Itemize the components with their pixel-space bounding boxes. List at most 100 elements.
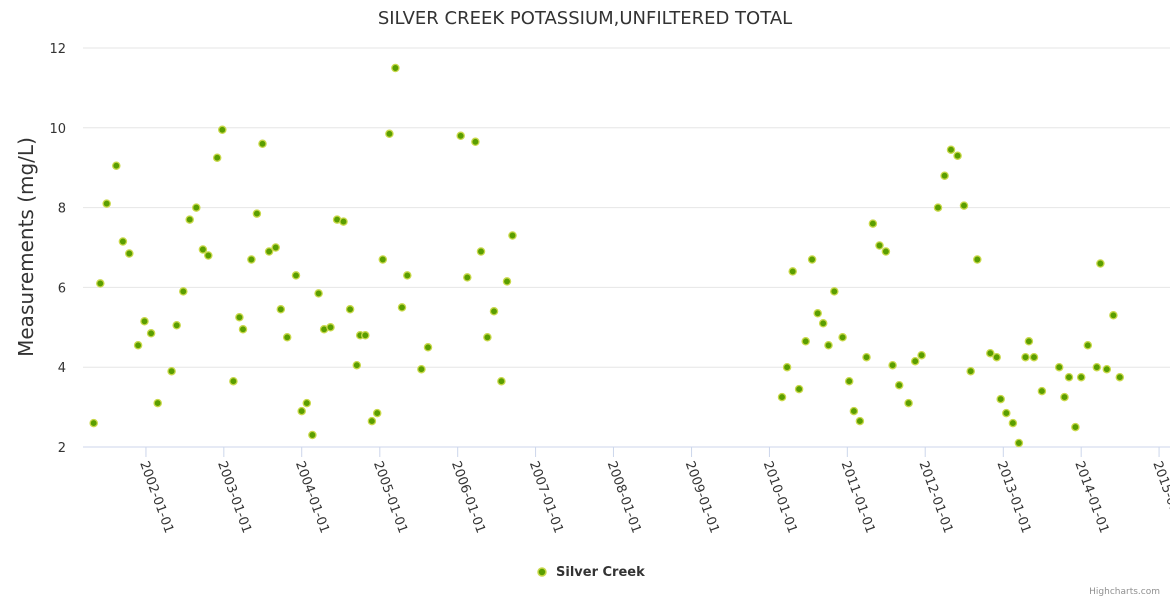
data-point[interactable] [372, 408, 382, 418]
data-point[interactable] [204, 251, 213, 260]
data-point[interactable] [417, 364, 426, 374]
data-point[interactable] [235, 313, 244, 322]
data-point[interactable] [1109, 311, 1118, 320]
data-point[interactable] [1092, 362, 1102, 372]
data-point[interactable] [946, 145, 956, 154]
data-point[interactable] [1102, 364, 1112, 374]
data-point[interactable] [992, 352, 1001, 362]
data-point[interactable] [96, 279, 105, 288]
data-point[interactable] [345, 305, 355, 314]
data-point[interactable] [1014, 438, 1024, 448]
data-point[interactable] [212, 153, 222, 162]
data-point[interactable] [308, 430, 317, 440]
data-point[interactable] [855, 416, 865, 426]
data-point[interactable] [361, 331, 370, 340]
data-point[interactable] [456, 131, 465, 141]
data-point[interactable] [1076, 372, 1086, 382]
data-point[interactable] [940, 171, 949, 180]
data-point[interactable] [185, 215, 194, 224]
data-point[interactable] [1115, 372, 1125, 382]
data-point[interactable] [502, 277, 512, 286]
data-point[interactable] [112, 161, 121, 170]
data-point[interactable] [403, 271, 412, 280]
data-point[interactable] [179, 287, 188, 296]
data-point[interactable] [1083, 341, 1093, 350]
data-point[interactable] [276, 305, 286, 314]
data-point[interactable] [238, 325, 248, 334]
data-point[interactable] [917, 350, 926, 360]
data-point[interactable] [489, 307, 499, 316]
data-point[interactable] [953, 151, 962, 160]
data-point[interactable] [1021, 352, 1030, 362]
data-point[interactable] [1054, 362, 1064, 372]
legend-item-silver-creek[interactable]: Silver Creek [556, 565, 645, 580]
data-point[interactable] [192, 203, 201, 212]
data-point[interactable] [471, 137, 480, 147]
data-point[interactable] [118, 237, 128, 246]
data-point[interactable] [258, 139, 267, 149]
data-point[interactable] [844, 376, 854, 386]
data-point[interactable] [397, 303, 407, 312]
data-point[interactable] [297, 406, 306, 416]
data-point[interactable] [1029, 352, 1039, 362]
data-point[interactable] [824, 341, 833, 350]
data-point[interactable] [378, 255, 388, 264]
data-point[interactable] [862, 352, 871, 362]
data-point[interactable] [282, 333, 292, 342]
data-point[interactable] [167, 366, 176, 376]
data-point[interactable] [314, 289, 323, 298]
data-point[interactable] [966, 366, 975, 376]
data-point[interactable] [1008, 418, 1018, 428]
data-point[interactable] [133, 341, 143, 350]
data-point[interactable] [264, 247, 274, 256]
data-point[interactable] [497, 376, 506, 386]
data-point[interactable] [198, 245, 208, 254]
data-point[interactable] [838, 333, 847, 342]
data-point[interactable] [986, 348, 995, 358]
data-point[interactable] [1064, 372, 1074, 382]
data-point[interactable] [352, 360, 362, 370]
data-point[interactable] [904, 398, 913, 408]
data-point[interactable] [247, 255, 256, 264]
credits-link[interactable]: Highcharts.com [1089, 587, 1160, 597]
data-point[interactable] [813, 309, 822, 318]
data-point[interactable] [894, 380, 904, 390]
data-point[interactable] [788, 267, 797, 276]
data-point[interactable] [326, 323, 335, 332]
data-point[interactable] [888, 360, 897, 370]
data-point[interactable] [218, 125, 227, 135]
data-point[interactable] [996, 394, 1005, 404]
data-point[interactable] [933, 203, 943, 212]
data-point[interactable] [807, 255, 817, 264]
data-point[interactable] [782, 362, 792, 372]
data-point[interactable] [959, 201, 969, 210]
data-point[interactable] [476, 247, 486, 256]
data-point[interactable] [1060, 392, 1069, 402]
data-point[interactable] [89, 418, 98, 428]
data-point[interactable] [229, 376, 238, 386]
data-point[interactable] [875, 241, 884, 250]
data-point[interactable] [777, 392, 787, 402]
data-point[interactable] [1002, 408, 1011, 418]
data-point[interactable] [102, 199, 111, 208]
data-point[interactable] [140, 317, 149, 326]
data-point[interactable] [818, 319, 828, 328]
data-point[interactable] [801, 337, 810, 346]
data-point[interactable] [1037, 386, 1047, 396]
data-point[interactable] [973, 255, 982, 264]
data-point[interactable] [391, 63, 400, 73]
data-point[interactable] [302, 398, 312, 408]
data-point[interactable] [271, 243, 280, 252]
data-point[interactable] [1071, 422, 1080, 432]
data-point[interactable] [483, 333, 492, 342]
data-point[interactable] [868, 219, 878, 228]
data-point[interactable] [339, 217, 348, 226]
data-point[interactable] [153, 398, 162, 408]
data-point[interactable] [910, 356, 920, 366]
data-point[interactable] [881, 247, 891, 256]
data-point[interactable] [291, 271, 301, 280]
data-point[interactable] [830, 287, 839, 296]
data-point[interactable] [172, 321, 181, 330]
data-point[interactable] [463, 273, 472, 282]
legend[interactable]: Silver Creek [537, 565, 645, 580]
